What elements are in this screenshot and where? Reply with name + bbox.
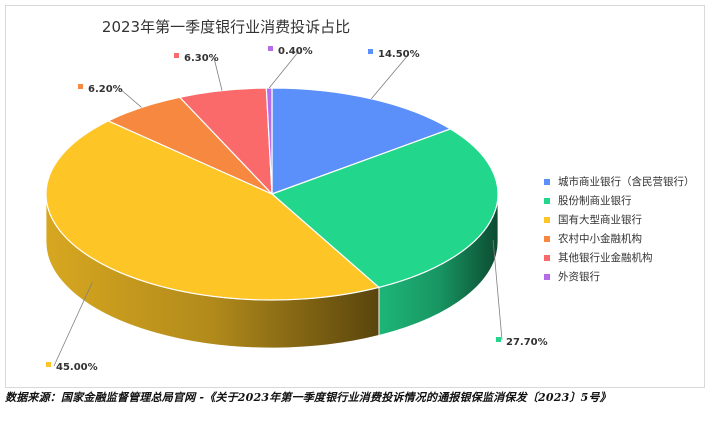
pie-slice-2[interactable] [45, 120, 381, 301]
data-label-swatch-4 [174, 53, 179, 58]
pie-chart: 14.50% 27.70% 45.00% 6.20% 6.30% 0.40% [45, 46, 548, 373]
legend-label-1: 股份制商业银行 [558, 195, 632, 207]
legend-item-5[interactable]: 外资银行 [544, 267, 695, 286]
data-label-swatch-3 [78, 84, 83, 89]
data-label-1: 27.70% [506, 337, 548, 348]
leader-line-2 [53, 282, 93, 367]
legend-item-1[interactable]: 股份制商业银行 [544, 191, 695, 210]
chart-legend: 城市商业银行（含民营银行） 股份制商业银行 国有大型商业银行 农村中小金融机构 其他银行… [544, 172, 695, 286]
legend-swatch-4 [544, 254, 550, 261]
legend-swatch-0 [544, 178, 550, 185]
leader-line-4 [213, 57, 223, 91]
pie-slice-5[interactable] [265, 87, 273, 195]
source-note: 数据来源：国家金融监督管理总局官网 -《关于2023年第一季度银行业消费投诉情况… [5, 391, 611, 404]
data-label-3: 6.20% [88, 84, 123, 95]
legend-swatch-1 [544, 197, 550, 204]
pie-slice-1[interactable] [270, 128, 499, 289]
data-label-0: 14.50% [378, 49, 420, 60]
leader-line-0 [371, 53, 410, 100]
chart-title: 2023年第一季度银行业消费投诉占比 [101, 18, 351, 36]
legend-label-2: 国有大型商业银行 [558, 214, 642, 226]
data-label-5: 0.40% [278, 46, 313, 57]
data-label-swatch-1 [496, 337, 501, 342]
legend-item-4[interactable]: 其他银行业金融机构 [544, 248, 695, 267]
legend-item-3[interactable]: 农村中小金融机构 [544, 229, 695, 248]
legend-label-4: 其他银行业金融机构 [558, 252, 653, 264]
leader-line-3 [118, 87, 142, 108]
data-label-swatch-5 [268, 46, 273, 51]
legend-label-5: 外资银行 [558, 271, 600, 283]
leader-line-1 [492, 239, 503, 341]
legend-item-2[interactable]: 国有大型商业银行 [544, 210, 695, 229]
chart-frame: 2023年第一季度银行业消费投诉占比 14.50% 27.70% 45.00% 6.2… [5, 5, 705, 388]
data-label-swatch-0 [368, 49, 373, 54]
legend-swatch-2 [544, 216, 550, 223]
legend-label-0: 城市商业银行（含民营银行） [558, 176, 695, 188]
legend-swatch-3 [544, 235, 550, 242]
data-label-swatch-2 [46, 362, 51, 367]
data-label-2: 45.00% [56, 362, 98, 373]
pie-slice-0[interactable] [271, 87, 452, 195]
legend-swatch-5 [544, 273, 550, 280]
legend-item-0[interactable]: 城市商业银行（含民营银行） [544, 172, 695, 191]
leader-line-5 [268, 50, 300, 89]
legend-label-3: 农村中小金融机构 [558, 233, 642, 245]
data-label-4: 6.30% [184, 53, 219, 64]
